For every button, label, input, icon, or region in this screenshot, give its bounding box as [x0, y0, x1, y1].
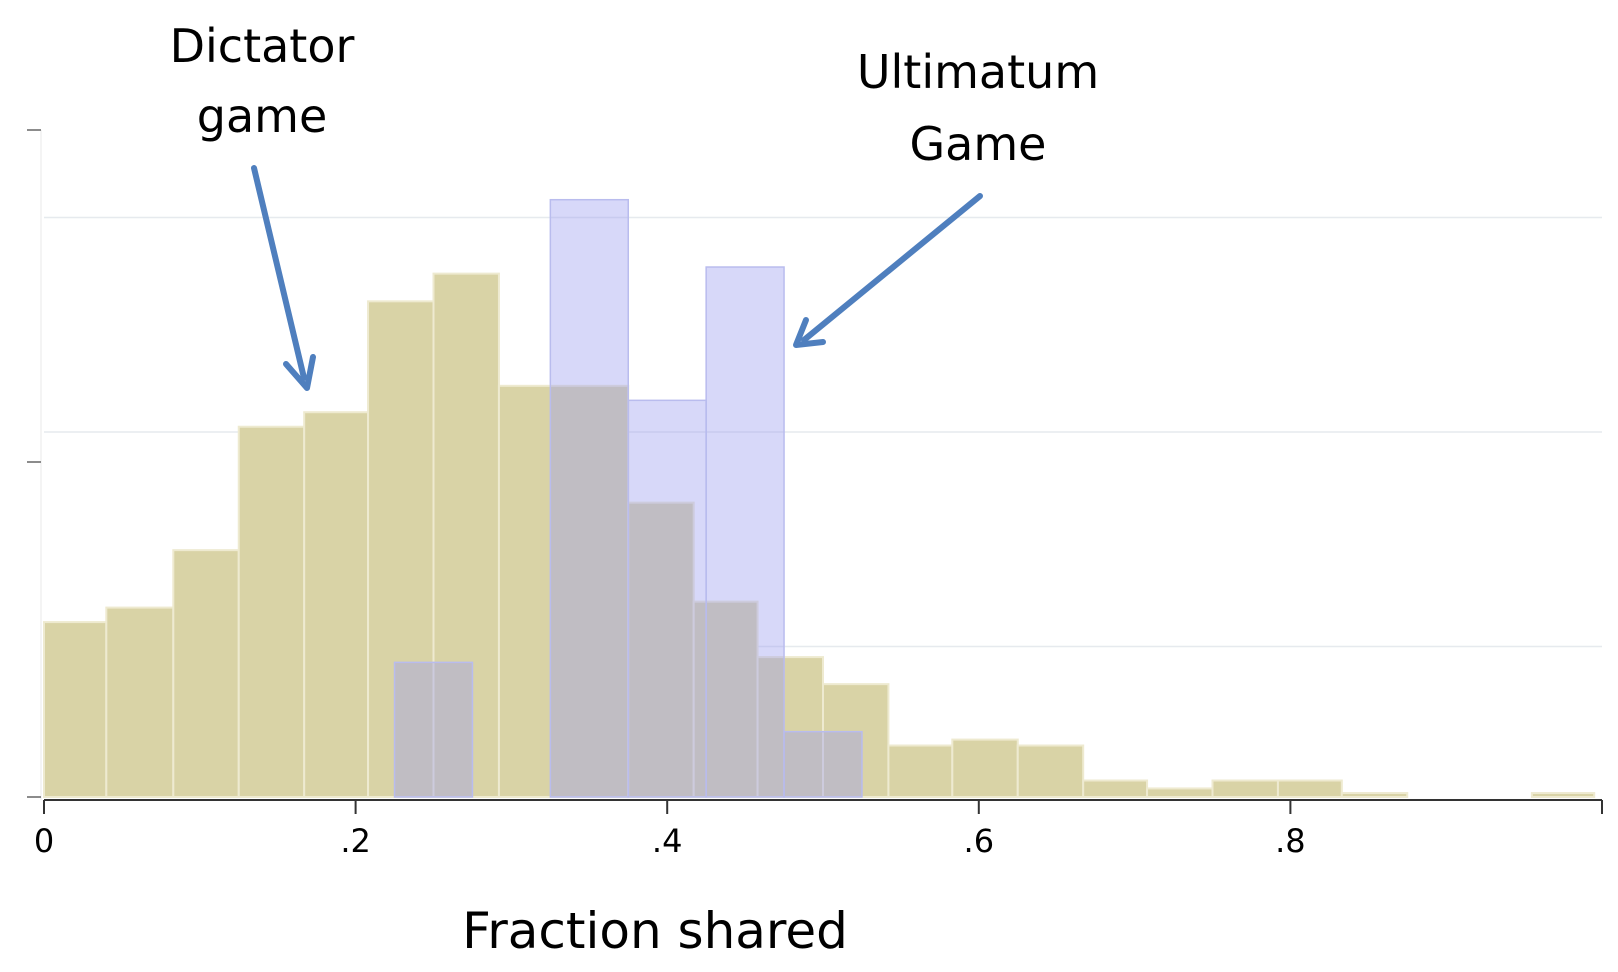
ultimatum-arrow	[793, 193, 983, 348]
x-tick-label-2: .4	[652, 822, 683, 860]
dictator-bar-12	[887, 744, 954, 799]
ultimatum-arrow-head	[793, 317, 826, 348]
ultimatum-bar-1	[549, 198, 629, 798]
axes	[27, 129, 1602, 801]
dictator-annotation-line-1: Dictator	[170, 19, 355, 73]
dictator-bar-0	[43, 621, 108, 798]
x-tick-label-3: .6	[964, 822, 995, 860]
dictator-bar-1	[105, 606, 175, 799]
x-axis-label: Fraction shared	[462, 902, 848, 960]
ultimatum-arrow-shaft	[801, 193, 983, 343]
dictator-bar-20	[1530, 792, 1596, 798]
ultimatum-bar-4	[783, 730, 863, 798]
dictator-bar-14	[1016, 744, 1085, 799]
x-tick-label-0: 0	[34, 822, 54, 860]
dictator-annotation-line-2: game	[197, 89, 328, 143]
dictator-bar-18	[1276, 779, 1343, 798]
dictator-arrow-shaft	[251, 165, 307, 381]
ultimatum-annotation: Ultimatum Game	[793, 45, 1099, 348]
dictator-bar-19	[1340, 792, 1409, 798]
ultimatum-bar-3	[705, 266, 785, 798]
dictator-arrow-head	[283, 354, 316, 391]
dictator-bar-3	[237, 425, 306, 798]
dictator-bar-5	[367, 300, 435, 798]
dictator-bar-11	[822, 683, 890, 799]
ultimatum-bar-2	[627, 399, 707, 798]
x-tick-labels: 0 .2 .4 .6 .8	[34, 800, 1603, 860]
dictator-series	[43, 272, 1596, 799]
dictator-bar-13	[951, 738, 1019, 799]
dictator-bar-7	[497, 384, 630, 798]
x-tick-label-1: .2	[340, 822, 371, 860]
ultimatum-series	[393, 198, 863, 798]
ultimatum-bar-0	[393, 661, 474, 798]
dictator-bar-6	[432, 272, 500, 798]
x-tick-label-4: .8	[1275, 822, 1306, 860]
ultimatum-annotation-line-1: Ultimatum	[857, 45, 1099, 99]
dictator-bar-17	[1211, 779, 1279, 798]
dictator-arrow	[251, 165, 316, 391]
dictator-bar-15	[1082, 779, 1149, 798]
dictator-bar-16	[1146, 787, 1214, 798]
dictator-annotation: Dictator game	[170, 19, 355, 391]
dictator-bar-4	[303, 411, 370, 798]
dictator-bar-2	[172, 549, 240, 798]
ultimatum-annotation-line-2: Game	[910, 117, 1047, 171]
